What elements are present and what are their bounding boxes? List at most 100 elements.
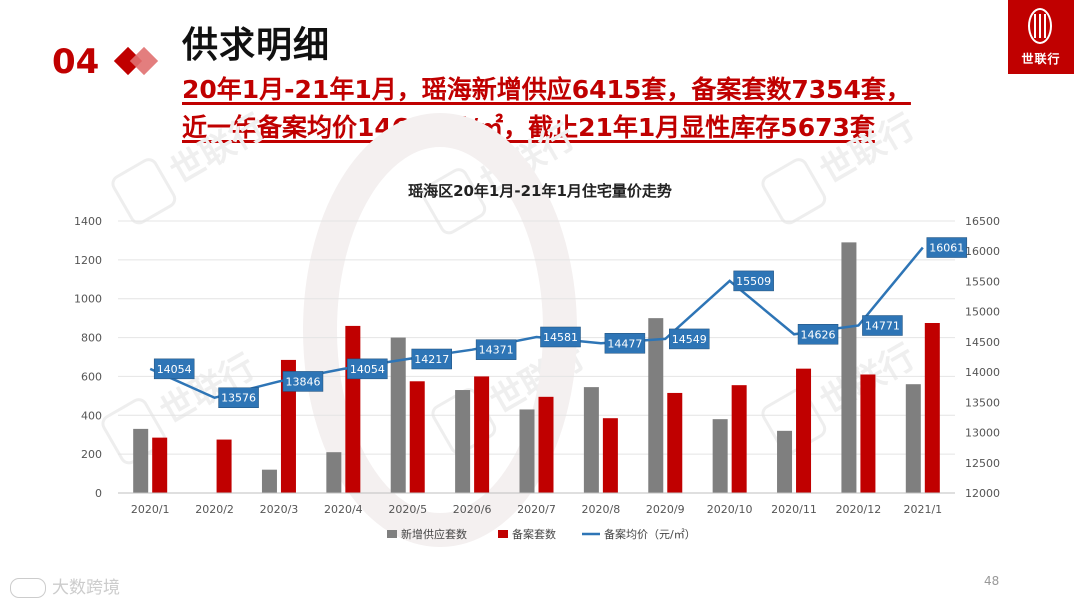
bar-record: [924, 323, 940, 493]
price-label-box: [733, 270, 774, 292]
price-label-box: [411, 348, 452, 370]
chart-legend: 新增供应套数 备案套数 备案均价（元/㎡）: [387, 527, 696, 541]
y-tick-label-left: 600: [81, 370, 102, 383]
section-number: 04: [52, 42, 100, 82]
y-tick-label-right: 12000: [965, 487, 1000, 500]
x-tick-label: 2020/3: [260, 503, 299, 516]
y-tick-label-right: 14500: [965, 336, 1000, 349]
price-label-box: [797, 324, 839, 345]
y-tick-label-left: 1000: [74, 293, 102, 306]
legend-label: 新增供应套数: [401, 527, 467, 541]
logo-mark-icon: [1028, 8, 1052, 44]
y-tick-label-left: 200: [81, 448, 102, 461]
y-tick-label-left: 1400: [74, 215, 102, 228]
bar-record: [538, 396, 554, 493]
legend-swatch: [498, 530, 508, 538]
watermark-logo-icon: [761, 388, 827, 455]
x-tick-label: 2020/8: [582, 503, 621, 516]
price-label-box: [347, 358, 388, 380]
watermark-logo-icon: [421, 168, 487, 235]
x-tick-label: 2020/4: [324, 503, 363, 516]
y-tick-label-right: 16000: [965, 245, 1000, 258]
price-label-box: [153, 358, 195, 380]
bar-record: [280, 359, 296, 493]
legend-label: 备案均价（元/㎡）: [604, 527, 696, 541]
price-data-label: 14771: [865, 320, 900, 333]
x-tick-label: 2020/11: [771, 503, 817, 516]
x-tick-label: 2020/2: [195, 503, 234, 516]
x-tick-label: 2020/9: [646, 503, 685, 516]
price-data-label: 14626: [801, 328, 836, 341]
price-data-label: 14217: [414, 353, 449, 366]
bar-record: [860, 374, 876, 493]
price-label-box: [862, 315, 903, 336]
price-data-label: 13846: [285, 375, 320, 388]
price-data-label: 14054: [157, 363, 192, 376]
bar-supply: [326, 452, 342, 493]
bar-supply: [519, 409, 535, 493]
price-data-label: 14371: [479, 344, 514, 357]
price-label-box: [604, 333, 646, 354]
bar-supply: [261, 469, 277, 493]
subtitle-line-1: 20年1月-21年1月，瑶海新增供应6415套，备案套数7354套，: [182, 75, 911, 104]
chart-title: 瑶海区20年1月-21年1月住宅量价走势: [408, 182, 672, 200]
legend-swatch: [387, 530, 397, 538]
bar-record: [474, 376, 490, 493]
bar-supply: [648, 318, 664, 493]
price-data-label: 16061: [929, 242, 964, 255]
y-tick-label-left: 400: [81, 409, 102, 422]
bar-record: [731, 385, 747, 493]
price-data-label: 14581: [543, 331, 578, 344]
bar-supply: [583, 387, 599, 493]
watermark-text: 世联行: [164, 107, 272, 193]
x-tick-label: 2020/5: [388, 503, 427, 516]
bar-record: [409, 381, 425, 493]
watermark-logo-icon: [10, 578, 46, 598]
logo-text: 世联行: [1021, 52, 1061, 66]
price-label-box: [669, 328, 710, 350]
subtitle-line-2: 近一年备案均价14621元/㎡，截止21年1月显性库存5673套: [182, 113, 875, 142]
y-tick-label-right: 13000: [965, 427, 1000, 440]
page-title: 供求明细: [182, 25, 331, 66]
x-tick-label: 2021/1: [903, 503, 942, 516]
x-tick-label: 2020/7: [517, 503, 556, 516]
bar-supply: [777, 430, 793, 493]
price-data-label: 15509: [736, 275, 771, 288]
y-tick-label-right: 14000: [965, 366, 1000, 379]
bar-supply: [841, 242, 857, 493]
x-tick-label: 2020/1: [131, 503, 170, 516]
y-tick-label-left: 800: [81, 332, 102, 345]
price-label-box: [475, 339, 517, 360]
y-tick-label-left: 0: [95, 487, 102, 500]
legend-label: 备案套数: [512, 527, 556, 541]
bar-supply: [455, 390, 471, 493]
bar-supply: [133, 428, 149, 493]
bar-record: [345, 325, 361, 493]
y-tick-label-right: 15500: [965, 275, 1000, 288]
corner-watermark: 大数跨境: [10, 573, 120, 598]
price-label-box: [218, 387, 259, 408]
bar-record: [602, 418, 618, 493]
price-data-label: 14477: [607, 337, 642, 350]
x-tick-label: 2020/6: [453, 503, 492, 516]
y-tick-label-right: 15000: [965, 306, 1000, 319]
price-data-label: 13576: [221, 392, 256, 405]
bar-record: [667, 392, 683, 493]
bar-record: [216, 439, 232, 493]
brand-logo: 世联行: [1008, 0, 1074, 74]
price-line: [149, 246, 924, 400]
slide-header: 04 供求明细 20年1月-21年1月，瑶海新增供应6415套，备案套数7354…: [0, 0, 1080, 150]
price-data-label: 14054: [350, 363, 385, 376]
watermark-logo-icon: [761, 158, 827, 225]
x-tick-label: 2020/10: [707, 503, 753, 516]
bar-supply: [712, 419, 728, 493]
price-label-box: [540, 326, 581, 348]
y-tick-label-right: 13500: [965, 396, 1000, 409]
price-label-box: [926, 237, 968, 258]
x-tick-label: 2020/12: [836, 503, 882, 516]
bar-record: [152, 437, 168, 493]
bar-supply: [390, 337, 406, 493]
bar-record: [796, 368, 812, 493]
y-tick-label-left: 1200: [74, 254, 102, 267]
corner-watermark-text: 大数跨境: [52, 578, 120, 598]
